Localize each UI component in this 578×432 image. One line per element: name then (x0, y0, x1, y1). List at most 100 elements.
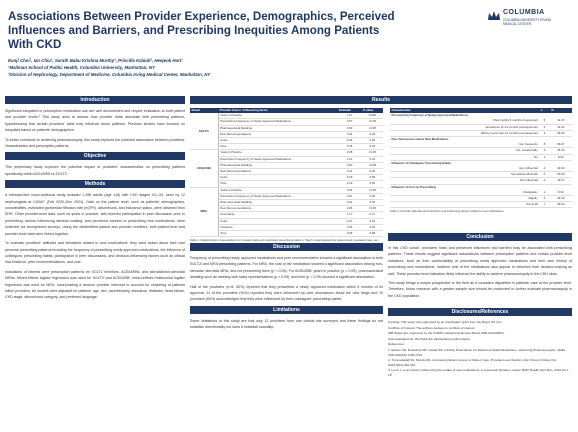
table-cell: Rarely (more than 12 months post-approva… (390, 130, 540, 138)
table-cell: Time (218, 230, 338, 238)
table-row: Insurance 0.05 0.94 (190, 224, 383, 232)
paragraph: In this CKD cohort, providers' traits an… (388, 246, 572, 276)
table-row: SGLT2i Years in Practice 1.17 0.090 (190, 113, 383, 151)
table-cell: <0.05 (361, 149, 383, 157)
table-cell: 0.57 (337, 118, 362, 126)
table-cell: Years in Practice (218, 113, 338, 120)
section-title: Influence of Colleagues' Prescribing Hab… (391, 160, 451, 165)
table-cell: 4 (539, 166, 550, 173)
model-cell: MRA (190, 187, 219, 238)
table-cell: Years in Practice (218, 187, 338, 194)
table-row: Prescription Frequency of Newly Approved… (190, 118, 383, 126)
table-cell: Peer Recommendations (218, 205, 338, 213)
table-cell: 16.67 (549, 177, 572, 185)
table-cell: 0.19 (337, 180, 362, 188)
model-cell: SGLT2i (190, 113, 219, 151)
section-heading: Limitations (190, 305, 383, 314)
table-cell: 3 (539, 147, 550, 155)
table-cell: 3 (539, 130, 550, 138)
table-cell: Somewhat influential (390, 171, 540, 179)
table-cell: 0.93 (337, 125, 362, 132)
table-cell: 1 (539, 154, 550, 161)
table-cell: 8 (539, 142, 550, 149)
column-header: Model (190, 108, 219, 114)
column-header: Estimate (337, 108, 362, 114)
section-heading: Results (190, 96, 572, 104)
table-cell: 0.23 (361, 218, 383, 225)
table-row: Sometimes (6–12 months post-approval) 4 33… (390, 124, 572, 131)
section-heading: Objective (5, 152, 185, 161)
table-row: Not at all 7 58.33 (390, 201, 572, 209)
table-cell: Prescription Frequency of Newly Approved… (218, 193, 338, 201)
table-cell: 0.27 (361, 211, 383, 219)
table-cell: 0.31 (361, 156, 383, 163)
table-cell: Sometimes (6–12 months post-approval) (390, 124, 540, 131)
table-cell: Moderately (390, 189, 540, 197)
table-row: Yes, frequently 8 66.67 (390, 142, 572, 149)
table-cell: 4 (539, 124, 550, 131)
table-1: Model Provider Factor / Influencing facto… (190, 108, 383, 247)
table-cell: 8.33 (549, 189, 572, 197)
logo-name: COLUMBIA (503, 9, 545, 16)
table-row: Costs 0.47 0.23 (190, 218, 383, 225)
table-cell: Insurance (218, 224, 338, 232)
table-row: MRA Years in Practice 0.66 <0.05 (190, 187, 383, 238)
table-caption: Table 2. Provider attitudes and behavior… (390, 209, 504, 214)
table-header-row: Characteristic n% (390, 108, 572, 114)
section-row: Influence of Colleagues' Prescribing Hab… (390, 160, 572, 166)
table-row: Very influential 4 33.33 (390, 166, 572, 173)
table-cell: 8.33 (549, 154, 572, 161)
table-row: Often (within 6 months of approval) 5 41.6… (390, 118, 572, 125)
table-cell: 0.46 (361, 199, 383, 207)
table-cell: 0.98 (361, 230, 383, 238)
paragraph: 1. Essien UR, Dusetzina SB, Gellad WF. A… (388, 347, 567, 357)
paragraph: To evaluate providers' attitudes and beh… (5, 241, 185, 265)
logo-subtitle: COLUMBIA UNIVERSITY IRVING MEDICAL CENTE… (503, 18, 552, 26)
paragraph: Conflicts of Interest: The authors decla… (388, 325, 476, 330)
paragraph: A retrospective cross-sectional study in… (5, 193, 185, 236)
column-header: n (539, 108, 550, 114)
table-cell: Pharmaceutical Detailing (218, 162, 338, 170)
table-row: Somewhat influential 6 50.00 (390, 171, 572, 179)
section-title: Influence of Cost on Prescribing (391, 184, 437, 189)
table: Model Provider Factor / Influencing facto… (190, 108, 383, 238)
table-cell: 0.68 (337, 149, 362, 157)
table-row: Prescription Frequency of Newly Approved… (190, 193, 383, 201)
table-cell: Prescription Frequency of Newly Approved… (218, 156, 338, 163)
table-cell: 0.090 (361, 113, 383, 120)
paragraph: To better contribute to achieving pharma… (5, 137, 185, 149)
table-cell: 0.35 (361, 131, 383, 139)
table-cell: 33.33 (549, 195, 572, 203)
table-row: Slightly 4 33.33 (390, 195, 572, 203)
table-row: Costs 0.29 0.59 (190, 174, 383, 182)
section-row: Peer Discussions about New Medications (390, 137, 572, 143)
table-cell: 25.00 (549, 130, 572, 138)
table-cell: No (390, 154, 540, 161)
section-row: Prescription Frequency of Newly Approved… (390, 113, 572, 118)
section-title: Peer Discussions about New Medications (391, 137, 449, 142)
paragraph: This preliminary study explores the pote… (5, 165, 185, 176)
disclosures-column: Disclosures/References Funding: This stud… (388, 305, 572, 379)
table-cell: 33.33 (549, 166, 572, 173)
column-header: Characteristic (390, 108, 540, 114)
table-cell: Often (within 6 months of approval) (390, 118, 540, 125)
table-cell: 0.05 (337, 230, 362, 238)
paragraph: Significant inequities in prescription m… (5, 109, 185, 133)
table-cell: 0.46 (337, 143, 362, 151)
table-row: ACEi/ARB Years in Practice 0.68 <0.05 (190, 149, 383, 188)
section-heading: Conclusion (388, 233, 572, 241)
table-cell: 0.47 (337, 218, 362, 225)
section-heading: Discussion (190, 243, 383, 251)
table-row: Costs 0.06 0.93 (190, 137, 383, 145)
table-cell: Time (218, 180, 338, 188)
table-cell: 1 (539, 189, 550, 197)
table-cell: <0.05 (361, 118, 383, 126)
table-cell: 0.05 (361, 193, 383, 201)
middle-column: Discussion Frequency of prescribing newly… (190, 240, 383, 334)
table-row: Pharmaceutical Detailing 0.93 <0.05 (190, 125, 383, 132)
table-cell: 0.91 (337, 199, 362, 207)
paragraph: Acknowledgments: We thank the participat… (388, 336, 471, 341)
table-cell: 0.94 (361, 224, 383, 232)
table-cell: 2 (539, 177, 550, 185)
